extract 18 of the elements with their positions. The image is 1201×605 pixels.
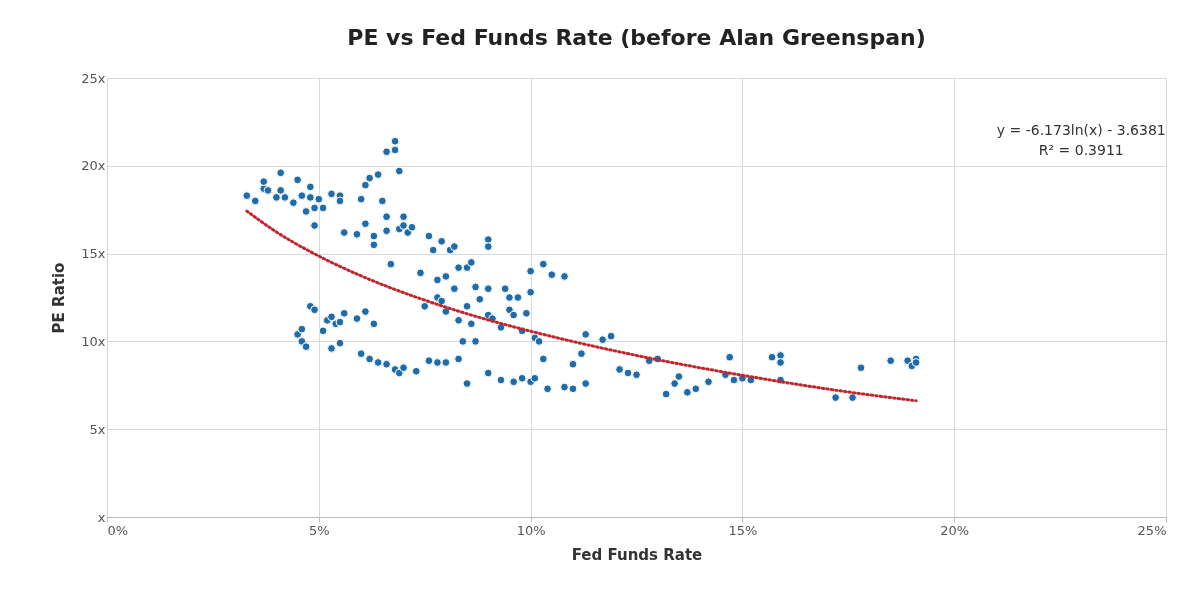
annotation: y = -6.173ln(x) - 3.6381 — [996, 122, 1166, 138]
x-tick-label: 25% — [1137, 522, 1167, 538]
y-tick-label: 25x — [81, 70, 106, 86]
y-tick-label: 5x — [89, 421, 106, 437]
x-tick-label: 10% — [516, 522, 546, 538]
line-series — [245, 209, 918, 403]
x-tick-label: 20% — [940, 522, 970, 538]
x-tick-label: 0% — [107, 522, 129, 538]
y-axis-title: PE Ratio — [50, 262, 69, 334]
y-tick-label: 20x — [81, 158, 106, 174]
chart-title: PE vs Fed Funds Rate (before Alan Greenspan) — [347, 25, 926, 50]
x-tick-label: 15% — [728, 522, 758, 538]
annotation: R² = 0.3911 — [1038, 142, 1124, 158]
x-axis-title: Fed Funds Rate — [571, 545, 703, 564]
y-tick-label: x — [97, 509, 106, 525]
y-tick-label: 15x — [81, 246, 106, 262]
x-tick-label: 5% — [308, 522, 330, 538]
y-tick-label: 10x — [81, 333, 106, 349]
